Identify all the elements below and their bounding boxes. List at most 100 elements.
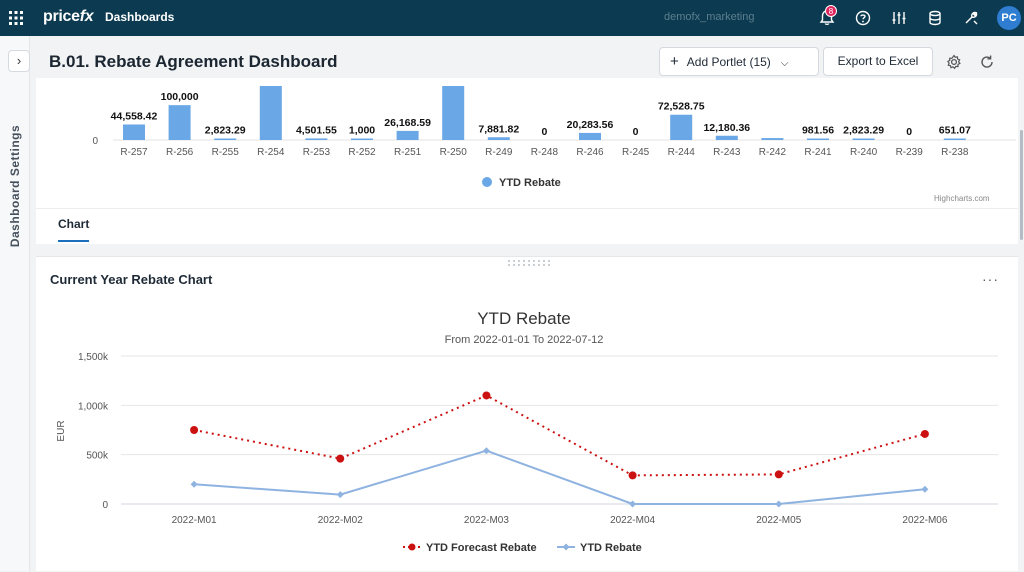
data-point (336, 491, 344, 499)
x-tick-label: 2022-M01 (172, 515, 217, 526)
data-label: 4,501.55 (296, 124, 337, 136)
bar (943, 138, 966, 140)
x-tick-label: R-242 (759, 147, 787, 158)
bar (852, 138, 875, 140)
series-line (194, 449, 926, 505)
x-tick-label: R-255 (212, 147, 240, 158)
x-tick-label: R-256 (166, 147, 194, 158)
bar (305, 138, 328, 140)
data-label: 1,000 (349, 125, 375, 137)
y-tick-label: 0 (92, 136, 98, 147)
sliders-settings-icon[interactable] (890, 9, 908, 27)
portlet-title: Current Year Rebate Chart (50, 272, 213, 287)
bar (761, 138, 784, 140)
more-options-icon[interactable]: ··· (982, 271, 999, 287)
rebate-bar-chart-portlet: 0 R-257 44,558.42 R-256 100,000 R-255 2,823.29… (36, 78, 1018, 208)
x-tick-label: R-253 (303, 147, 331, 158)
data-label: 72,528.75 (658, 101, 705, 113)
data-point (629, 500, 637, 508)
plus-icon: + (670, 53, 679, 70)
x-tick-label: R-249 (485, 147, 513, 158)
page-title: B.01. Rebate Agreement Dashboard (49, 52, 338, 71)
bar (351, 138, 373, 140)
x-tick-label: 2022-M03 (464, 515, 509, 526)
x-tick-label: R-254 (257, 147, 285, 158)
rebate-bar-chart: 0 R-257 44,558.42 R-256 100,000 R-255 2,823.29… (92, 86, 1016, 189)
y-tick-label: 1,000k (78, 401, 109, 412)
data-label: 651.07 (939, 125, 971, 137)
y-tick-label: 0 (102, 500, 108, 511)
refresh-icon[interactable] (978, 53, 996, 71)
notification-count-badge: 8 (825, 5, 837, 17)
x-tick-label: R-252 (348, 147, 376, 158)
data-label: 26,168.59 (384, 117, 431, 129)
bar (123, 124, 145, 140)
data-point (628, 471, 637, 480)
page-scrollbar-track[interactable] (1018, 36, 1024, 571)
data-point (774, 470, 783, 479)
bar (579, 132, 601, 140)
x-tick-label: 2022-M05 (756, 515, 801, 526)
tools-icon[interactable] (962, 9, 980, 27)
dashboard-settings-panel: › Dashboard Settings (0, 36, 30, 571)
legend-marker (482, 177, 492, 187)
add-portlet-label: Add Portlet (15) (686, 55, 771, 69)
partition-name: demofx_marketing (664, 11, 755, 23)
highcharts-credit[interactable]: Highcharts.com (934, 194, 990, 203)
x-tick-label: R-243 (713, 147, 741, 158)
data-point (921, 485, 929, 493)
x-tick-label: R-244 (668, 147, 696, 158)
gear-icon[interactable] (945, 53, 963, 71)
data-point (775, 500, 783, 508)
data-label: 7,881.82 (478, 123, 519, 135)
x-tick-label: R-240 (850, 147, 878, 158)
bar (168, 105, 191, 140)
page-scrollbar-thumb[interactable] (1020, 130, 1023, 240)
legend-label: YTD Rebate (499, 177, 561, 189)
data-point (482, 391, 491, 400)
x-tick-label: 2022-M02 (318, 515, 363, 526)
x-tick-label: R-251 (394, 147, 422, 158)
legend-label: YTD Forecast Rebate (426, 542, 537, 554)
bar (214, 138, 237, 140)
x-tick-label: R-238 (941, 147, 969, 158)
legend-marker (562, 543, 570, 551)
current-year-rebate-portlet: Current Year Rebate Chart ··· YTD Rebate… (36, 256, 1018, 571)
bar-chart-legend: YTD Rebate (482, 177, 561, 189)
x-tick-label: R-250 (440, 147, 468, 158)
chart-title: YTD Rebate (477, 309, 571, 328)
dashboard-settings-label[interactable]: Dashboard Settings (8, 124, 22, 248)
help-icon[interactable] (854, 9, 872, 27)
data-point (336, 454, 345, 463)
bar (396, 130, 419, 140)
y-tick-label: 1,500k (78, 352, 109, 363)
x-tick-label: R-257 (120, 147, 148, 158)
data-label: 100,000 (161, 91, 199, 103)
x-tick-label: R-246 (576, 147, 604, 158)
y-tick-label: 500k (86, 451, 109, 462)
legend-marker (408, 543, 416, 551)
bar (670, 114, 693, 140)
legend-label: YTD Rebate (580, 542, 642, 554)
export-to-excel-button[interactable]: Export to Excel (823, 47, 933, 76)
pricefx-logo[interactable]: pricefx (43, 8, 94, 25)
drag-handle-icon[interactable] (506, 259, 550, 267)
nav-dashboards[interactable]: Dashboards (105, 10, 175, 24)
data-label: 0 (633, 126, 639, 138)
data-label: 12,180.36 (703, 122, 750, 134)
bar (807, 138, 829, 140)
expand-panel-button[interactable]: › (8, 50, 30, 72)
database-icon[interactable] (926, 9, 944, 27)
bar (442, 86, 465, 140)
data-point (482, 447, 490, 455)
data-label: 20,283.56 (567, 119, 614, 131)
data-point (190, 426, 199, 434)
add-portlet-button[interactable]: + Add Portlet (15) ⌵ (659, 47, 819, 76)
user-avatar[interactable]: PC (997, 6, 1021, 30)
portlet-tab-bar: Chart (36, 208, 1018, 244)
data-label: 0 (906, 126, 912, 138)
tab-chart[interactable]: Chart (58, 217, 90, 242)
data-label: 44,558.42 (111, 110, 158, 122)
app-grid-icon[interactable] (9, 11, 23, 25)
data-label: 2,823.29 (205, 125, 246, 137)
